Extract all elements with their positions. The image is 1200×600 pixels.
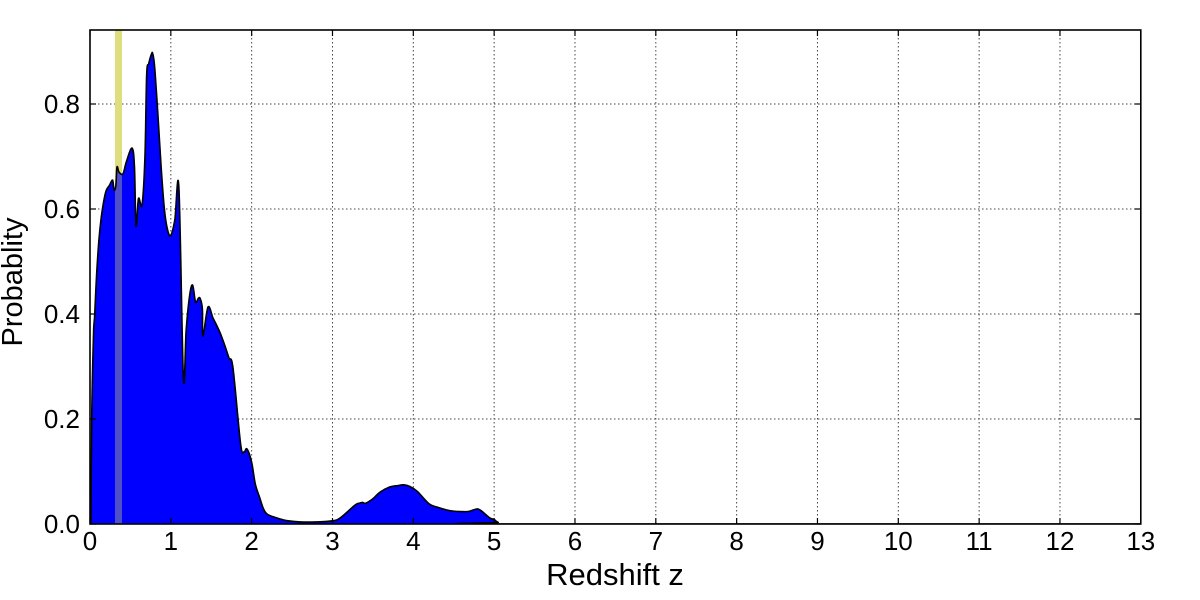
svg-text:0.2: 0.2 (44, 404, 80, 434)
svg-text:Redshift z: Redshift z (546, 557, 684, 592)
svg-text:1: 1 (164, 526, 178, 556)
svg-text:2: 2 (244, 526, 258, 556)
svg-text:12: 12 (1045, 526, 1074, 556)
svg-text:11: 11 (966, 526, 993, 556)
svg-text:0.0: 0.0 (44, 509, 80, 539)
svg-text:0.8: 0.8 (44, 89, 80, 119)
svg-text:7: 7 (649, 526, 663, 556)
svg-text:3: 3 (325, 526, 339, 556)
svg-text:13: 13 (1126, 526, 1155, 556)
svg-text:8: 8 (729, 526, 743, 556)
svg-text:0.6: 0.6 (44, 194, 80, 224)
svg-text:4: 4 (406, 526, 420, 556)
svg-text:10: 10 (884, 526, 913, 556)
svg-text:Probablity: Probablity (0, 217, 29, 346)
svg-text:6: 6 (568, 526, 582, 556)
svg-text:0: 0 (83, 526, 97, 556)
svg-text:0.4: 0.4 (44, 299, 80, 329)
svg-text:9: 9 (810, 526, 824, 556)
svg-text:5: 5 (487, 526, 501, 556)
